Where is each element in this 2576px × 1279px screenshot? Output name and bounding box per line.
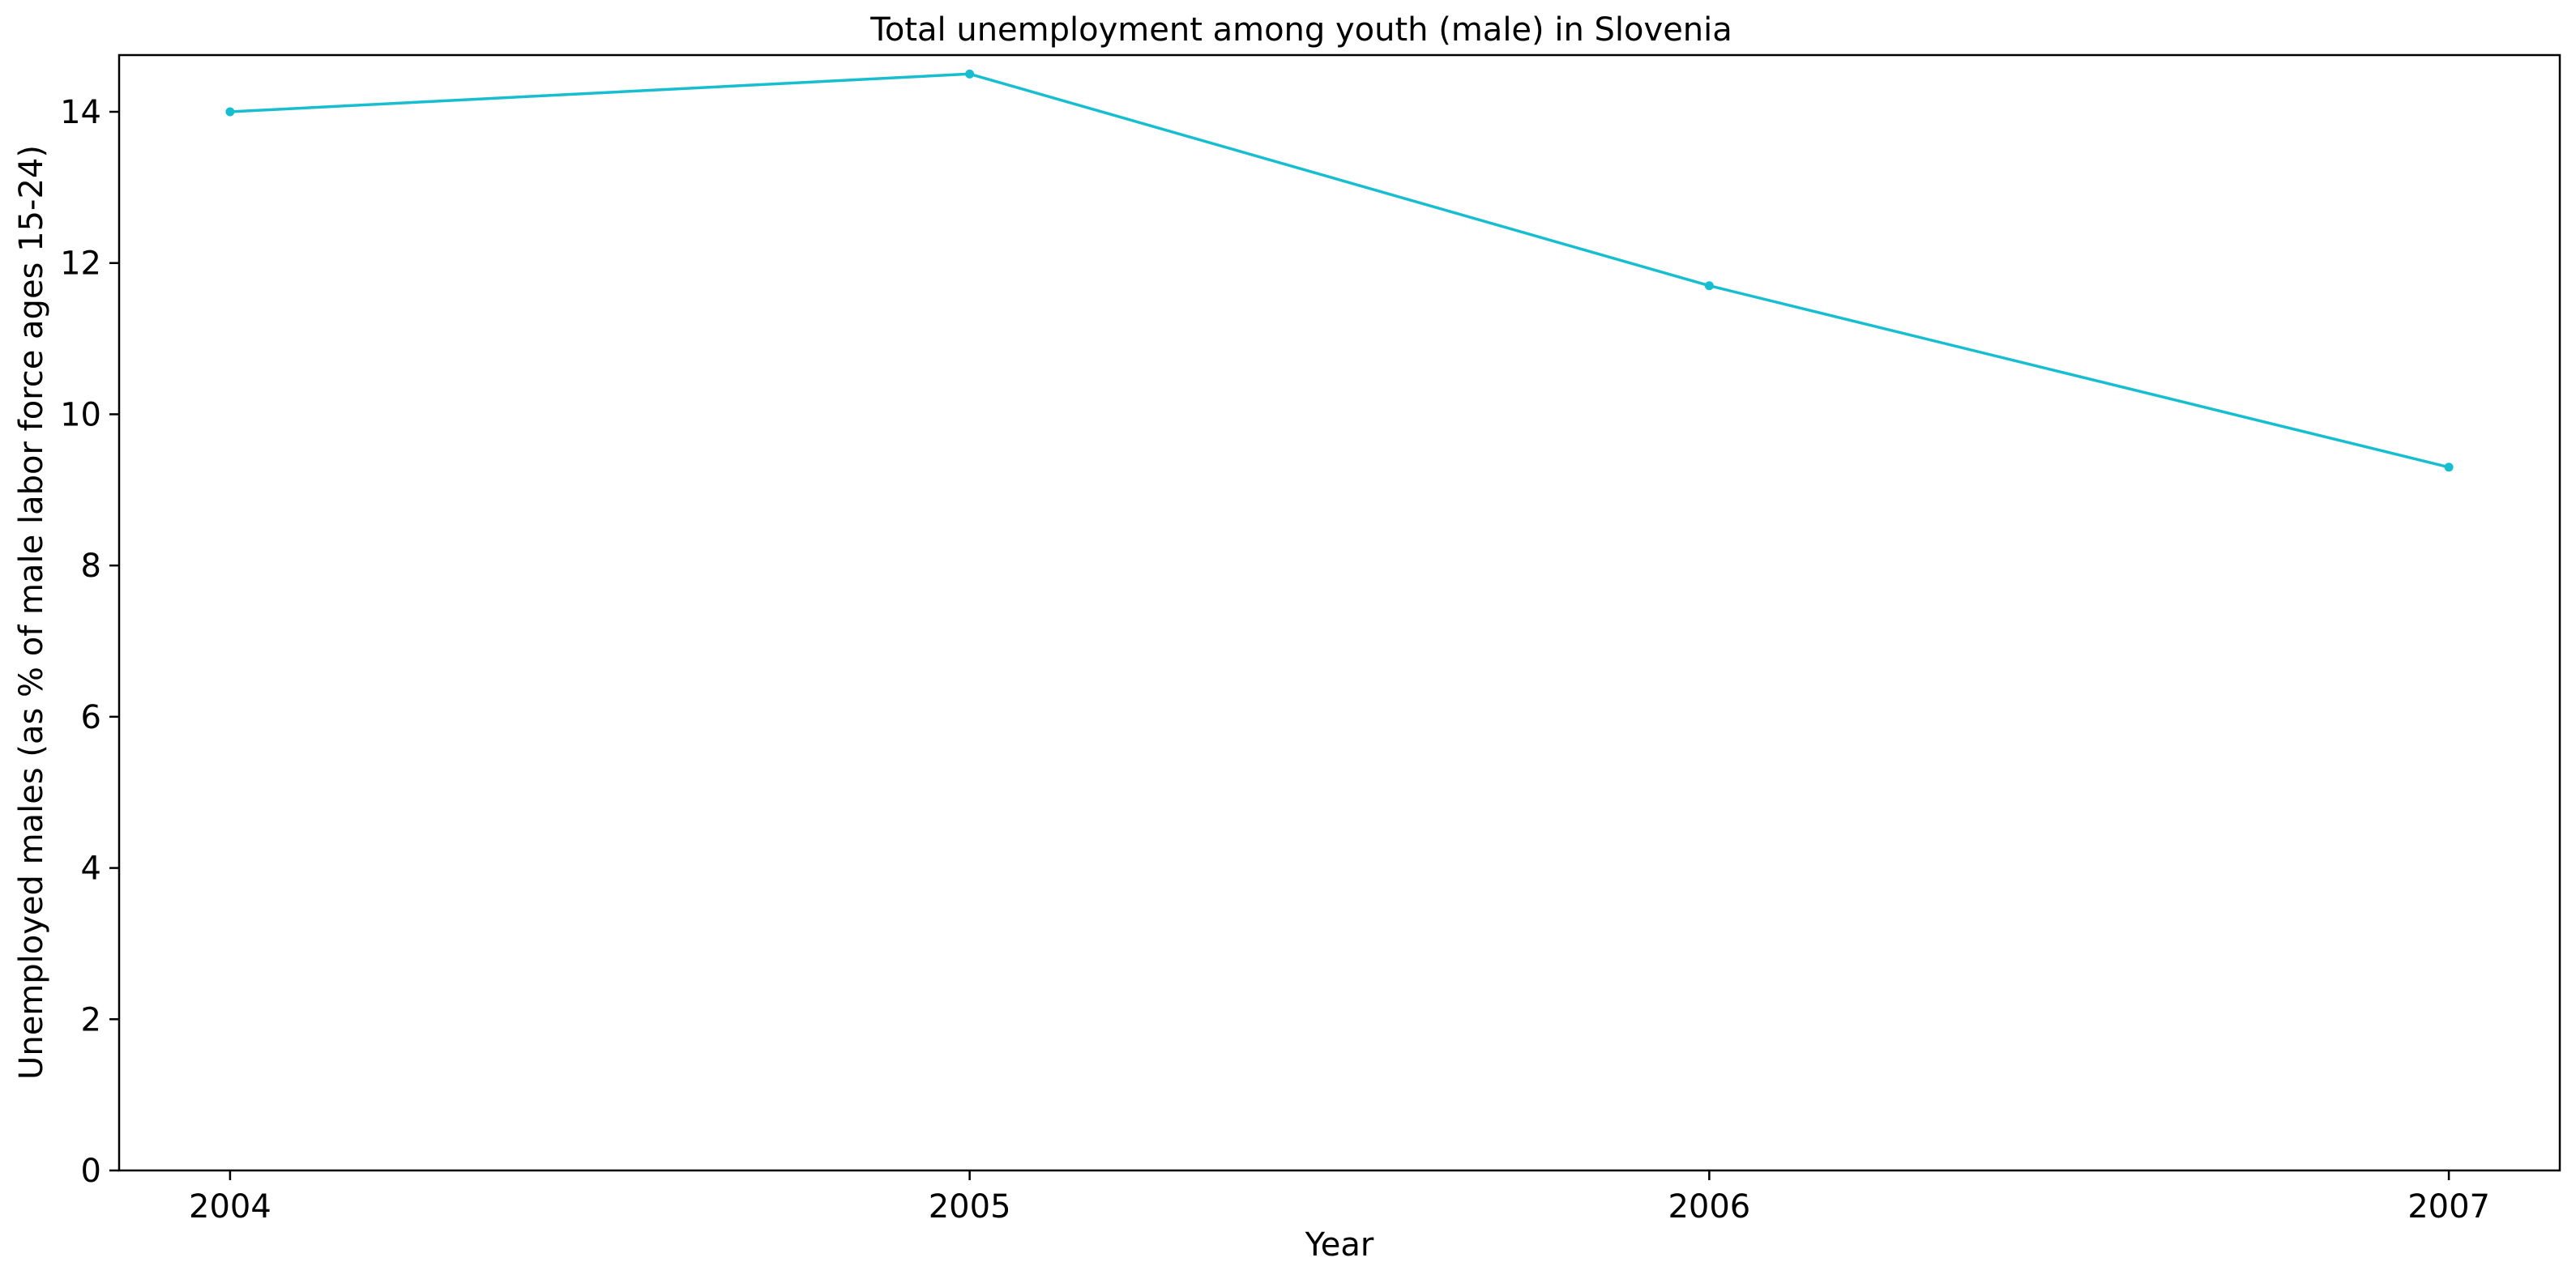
y-axis-label: Unemployed males (as % of male labor for… — [13, 145, 50, 1080]
series-line — [229, 72, 2450, 469]
data-point-2004 — [225, 107, 235, 117]
series-layer — [225, 69, 2454, 472]
data-point-2005 — [965, 69, 975, 79]
y-tick-label: 8 — [81, 548, 101, 585]
y-tick-label: 4 — [81, 851, 101, 888]
y-tick-label: 14 — [60, 94, 101, 131]
y-tick-label: 2 — [81, 1001, 101, 1038]
chart-title: Total unemployment among youth (male) in… — [869, 11, 1732, 49]
x-tick-label: 2006 — [1668, 1188, 1750, 1226]
x-tick-label: 2004 — [189, 1188, 271, 1226]
y-tick-label: 6 — [81, 699, 101, 736]
x-axis-label: Year — [1305, 1226, 1374, 1264]
x-axis: 2004 2005 2006 2007 — [189, 1170, 2490, 1226]
y-tick-label: 10 — [60, 396, 101, 433]
plot-frame — [117, 53, 2561, 1172]
y-axis: 0 2 4 6 8 10 12 14 — [60, 94, 119, 1190]
x-tick-label: 2007 — [2407, 1188, 2490, 1226]
data-point-2006 — [1704, 281, 1714, 291]
y-tick-label: 12 — [60, 245, 101, 283]
data-point-2007 — [2444, 463, 2454, 472]
x-tick-label: 2005 — [929, 1188, 1011, 1226]
y-tick-label: 0 — [81, 1153, 101, 1190]
